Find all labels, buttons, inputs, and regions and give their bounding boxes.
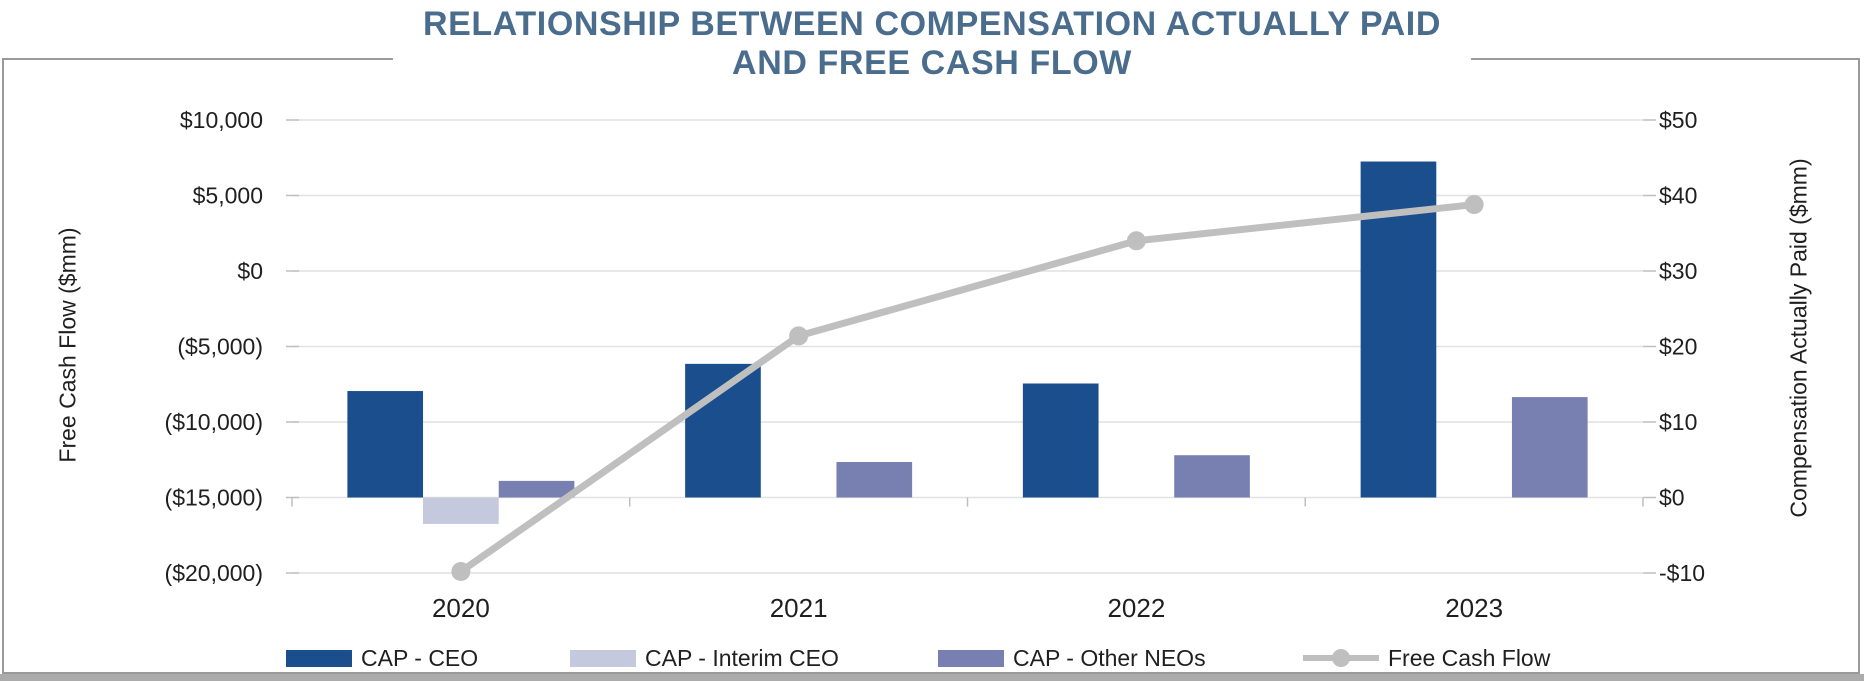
bar-cap-interim-ceo-2020: [423, 497, 499, 524]
legend-label-free-cash-flow: Free Cash Flow: [1388, 644, 1551, 671]
chart-title-line-1: RELATIONSHIP BETWEEN COMPENSATION ACTUAL…: [422, 5, 1442, 43]
right-axis-tick-label: $50: [1659, 107, 1697, 133]
bar-cap-ceo-2020: [347, 391, 424, 498]
legend-swatch-cap-interim-ceo: [570, 649, 636, 667]
line-marker-free-cash-flow-2023: [1464, 195, 1484, 215]
legend-item-free-cash-flow: Free Cash Flow: [1303, 641, 1550, 675]
left-axis-tick-label: ($15,000): [165, 485, 263, 511]
right-axis-tick-label: $30: [1659, 258, 1697, 284]
legend-swatch-cap-other-neos: [938, 649, 1004, 667]
bar-cap-ceo-2021: [685, 363, 761, 498]
legend-item-cap-ceo: CAP - CEO: [286, 641, 478, 675]
bar-cap-other-neos-2022: [1174, 455, 1250, 498]
right-axis-tick-label: $0: [1659, 485, 1685, 511]
legend-label-cap-ceo: CAP - CEO: [361, 644, 479, 671]
left-axis-tick-label: ($20,000): [165, 560, 263, 586]
line-free-cash-flow: [457, 201, 1478, 575]
bar-cap-ceo-2022: [1022, 383, 1099, 498]
right-axis-tick-label: $40: [1659, 183, 1697, 209]
chart-title-line-2: AND FREE CASH FLOW: [732, 44, 1132, 82]
left-axis-tick-label: ($5,000): [177, 334, 263, 360]
bar-cap-other-neos-2023: [1511, 397, 1588, 498]
left-axis-tick-label: $0: [237, 258, 263, 284]
x-axis-category-label: 2022: [1107, 593, 1165, 623]
line-marker-free-cash-flow-2022: [1126, 231, 1146, 251]
legend-item-cap-interim-ceo: CAP - Interim CEO: [570, 641, 839, 675]
chart-legend: CAP - CEO CAP - Interim CEO CAP - Other NE…: [0, 641, 1864, 675]
x-axis-category-label: 2020: [432, 593, 490, 623]
x-axis-category-label: 2021: [770, 593, 828, 623]
line-marker-free-cash-flow-2021: [789, 326, 809, 346]
bar-cap-other-neos-2021: [836, 462, 913, 498]
bar-cap-other-neos-2020: [498, 480, 575, 498]
window-bottom-edge: [0, 674, 1864, 681]
legend-line-marker-free-cash-flow: [1303, 649, 1379, 667]
left-axis-tick-label: ($10,000): [165, 409, 263, 435]
legend-item-cap-other-neos: CAP - Other NEOs: [938, 641, 1206, 675]
left-axis-tick-label: $5,000: [193, 183, 263, 209]
legend-dot-icon: [1332, 649, 1350, 667]
legend-label-cap-interim-ceo: CAP - Interim CEO: [645, 644, 839, 671]
line-marker-free-cash-flow-2020: [451, 561, 471, 581]
left-axis-tick-label: $10,000: [180, 107, 263, 133]
right-axis-tick-label: $10: [1659, 409, 1697, 435]
right-axis-tick-label: -$10: [1659, 560, 1705, 586]
legend-label-cap-other-neos: CAP - Other NEOs: [1013, 644, 1206, 671]
chart-title: RELATIONSHIP BETWEEN COMPENSATION ACTUAL…: [392, 5, 1472, 83]
legend-swatch-cap-ceo: [286, 649, 352, 667]
x-axis-category-label: 2023: [1445, 593, 1503, 623]
right-axis-tick-label: $20: [1659, 334, 1697, 360]
